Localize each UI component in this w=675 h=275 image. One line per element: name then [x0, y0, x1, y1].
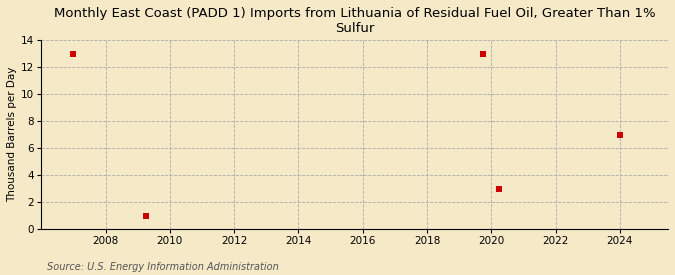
Y-axis label: Thousand Barrels per Day: Thousand Barrels per Day — [7, 67, 17, 202]
Text: Source: U.S. Energy Information Administration: Source: U.S. Energy Information Administ… — [47, 262, 279, 272]
Title: Monthly East Coast (PADD 1) Imports from Lithuania of Residual Fuel Oil, Greater: Monthly East Coast (PADD 1) Imports from… — [54, 7, 655, 35]
